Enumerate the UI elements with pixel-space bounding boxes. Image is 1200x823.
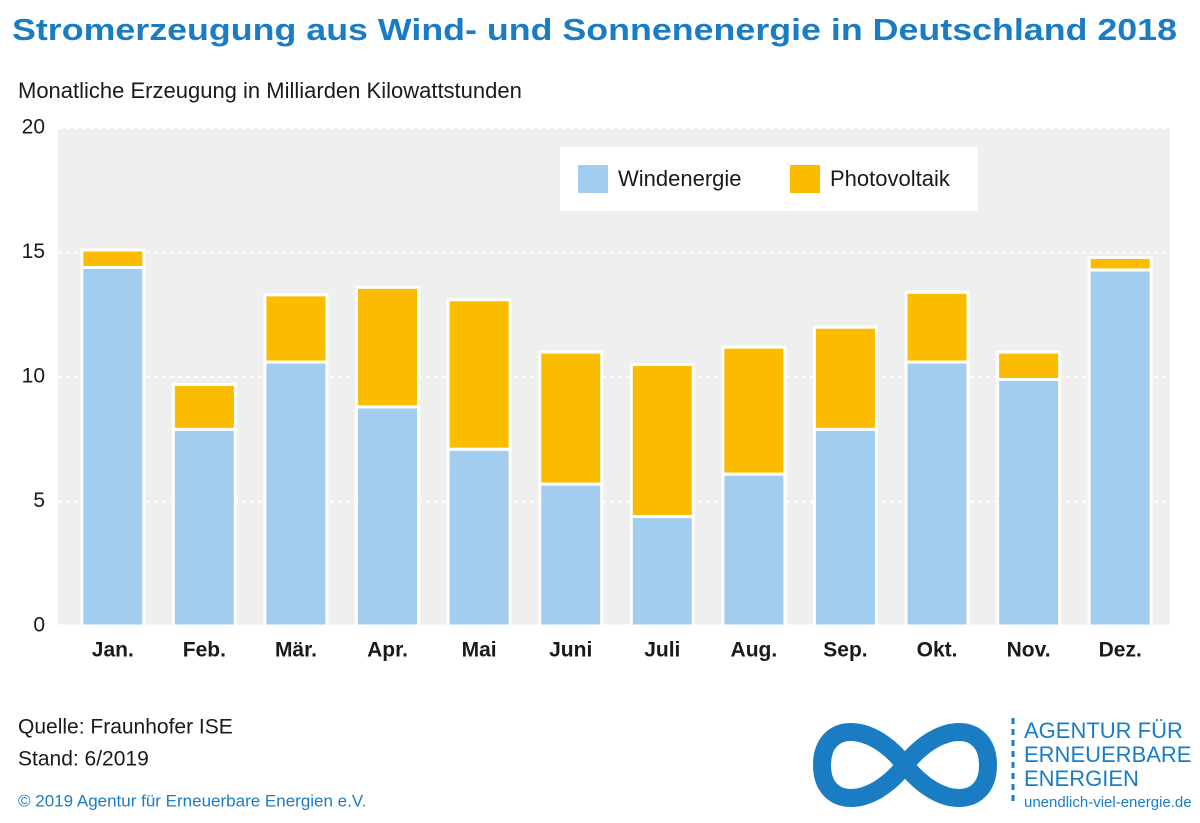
chart-subtitle: Monatliche Erzeugung in Milliarden Kilow… [18,78,522,103]
bar-segment [1087,268,1153,628]
y-tick-label: 15 [22,240,45,263]
x-tick-label: Jan. [92,639,134,662]
bar-segment [721,472,787,628]
bar-segment [263,360,329,628]
logo-url: unendlich-viel-energie.de [1024,794,1192,811]
legend-swatch [790,165,820,193]
bar-segment [904,360,970,628]
logo-text: AGENTUR FÜR [1024,718,1183,743]
copyright: © 2019 Agentur für Erneuerbare Energien … [18,791,366,810]
x-tick-label: Apr. [367,639,408,662]
bar-segment [996,350,1062,381]
y-tick-label: 5 [33,489,45,512]
x-tick-label: Juni [549,639,592,662]
bar-segment [355,285,421,409]
bar-segment [446,298,512,451]
source: Quelle: Fraunhofer ISE [18,716,233,739]
bar-segment [629,363,695,518]
bar-segment [721,345,787,476]
y-tick-label: 10 [22,365,45,388]
date: Stand: 6/2019 [18,748,149,771]
bar-segment [812,325,878,431]
legend-label: Windenergie [618,166,742,191]
bar-segment [538,482,604,628]
legend-box [560,147,978,211]
bar-segment [80,265,146,628]
bar-segment [904,290,970,364]
bar-segment [263,293,329,364]
logo-text: ERNEUERBARE [1024,742,1191,767]
x-tick-label: Dez. [1099,639,1142,662]
y-tick-label: 0 [33,614,45,637]
x-tick-label: Juli [644,639,680,662]
x-tick-label: Feb. [183,639,226,662]
bar-segment [812,427,878,628]
x-tick-label: Nov. [1007,639,1051,662]
chart-title: Stromerzeugung aus Wind- und Sonnenenerg… [12,12,1177,47]
bar-segment [446,447,512,628]
y-tick-label: 20 [22,116,45,139]
bar-segment [629,514,695,628]
bar-segment [80,248,146,269]
x-tick-label: Mai [462,639,497,662]
legend-swatch [578,165,608,193]
logo-text: ENERGIEN [1024,766,1139,791]
x-tick-label: Mär. [275,639,317,662]
bar-segment [171,382,237,431]
bar-segment [538,350,604,486]
x-tick-label: Aug. [731,639,778,662]
logo-mark [812,723,998,807]
legend-label: Photovoltaik [830,166,951,191]
x-tick-label: Okt. [917,639,958,662]
bar-segment [1087,255,1153,272]
bar-segment [171,427,237,628]
bar-segment [355,405,421,628]
x-tick-label: Sep. [823,639,867,662]
bar-segment [996,377,1062,628]
